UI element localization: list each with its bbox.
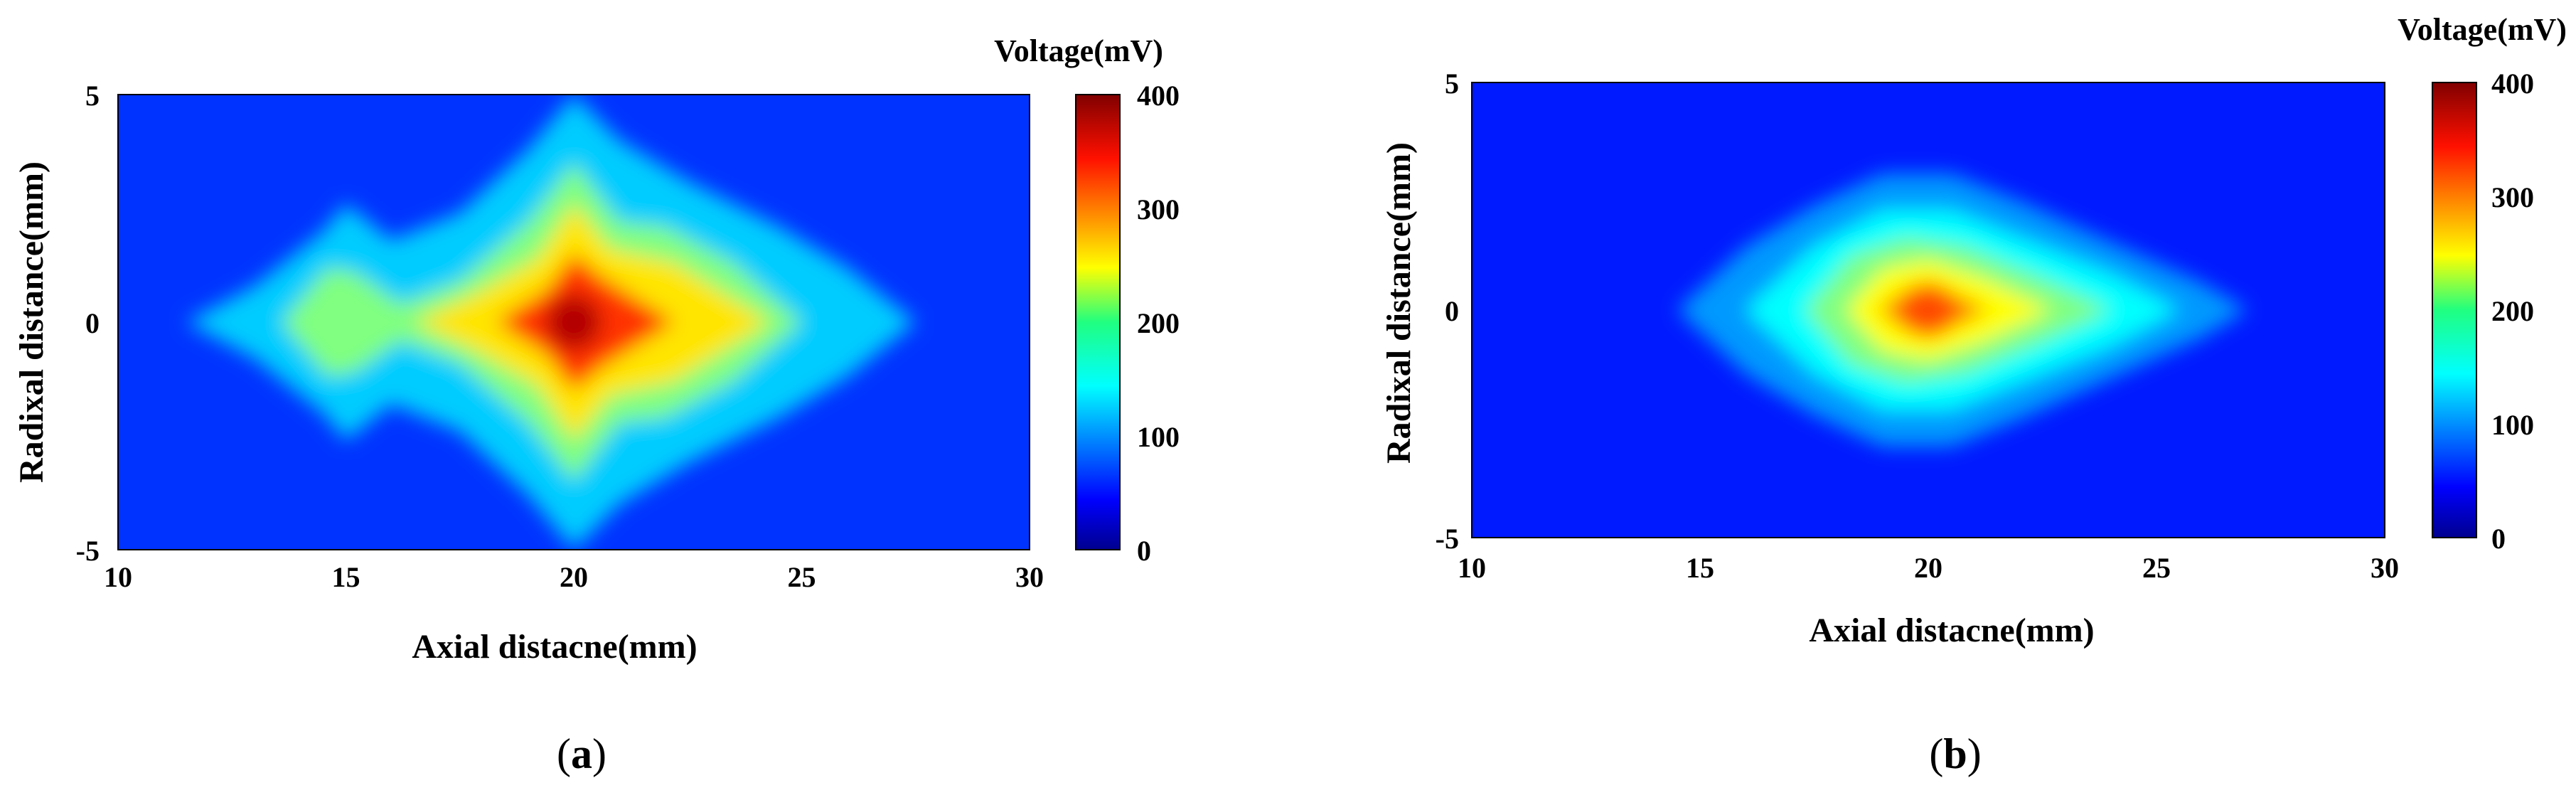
heatmap-contours [186, 95, 916, 550]
colorbar-tick-label: 400 [1137, 80, 1180, 112]
x-tick-label: 10 [1458, 552, 1486, 584]
panel-label: (a) [557, 730, 606, 777]
colorbar-tick-label: 300 [1137, 193, 1180, 225]
y-axis-title: Radixal distance(mm) [13, 161, 50, 483]
colorbar-tick-label: 200 [1137, 307, 1180, 339]
panel-letter: a [571, 730, 592, 777]
colorbar-tick-label: 100 [2491, 409, 2534, 441]
x-tick-label: 20 [560, 561, 588, 593]
panel-label: (b) [1929, 730, 1981, 777]
plot-frame [117, 94, 1030, 550]
colorbar-tick-label: 0 [2491, 523, 2506, 555]
heatmap-plot-area [1472, 82, 2385, 538]
x-axis-title: Axial distacne(mm) [412, 628, 697, 666]
heatmap-plot-area [118, 95, 1030, 550]
heatmap-panel-b: 10 15 20 25 30 5 0 -5 Axial distacne(mm)… [1380, 12, 2567, 777]
x-tick-label: 30 [1015, 561, 1044, 593]
y-tick-label: 0 [1445, 295, 1459, 327]
x-axis-title: Axial distacne(mm) [1809, 612, 2094, 649]
x-tick-label: 10 [104, 561, 132, 593]
x-tick-label: 30 [2371, 552, 2399, 584]
heatmap-contours [1677, 174, 2248, 447]
y-axis-title: Radixal distance(mm) [1380, 142, 1418, 464]
y-tick-label: -5 [76, 535, 100, 567]
colorbar-title: Voltage(mV) [994, 33, 1163, 68]
x-tick-label: 15 [1686, 552, 1714, 584]
heatmap-peak [1901, 282, 1956, 338]
colorbar [1075, 94, 1121, 550]
colorbar-title: Voltage(mV) [2398, 12, 2567, 47]
panel-letter: b [1943, 730, 1967, 777]
x-tick-label: 15 [332, 561, 360, 593]
x-tick-label: 20 [1914, 552, 1942, 584]
colorbar-tick-label: 200 [2491, 295, 2534, 327]
y-tick-label: 0 [85, 307, 100, 339]
y-tick-label: -5 [1436, 523, 1459, 555]
colorbar-tick-label: 100 [1137, 421, 1180, 453]
plot-frame [1471, 82, 2385, 538]
colorbar-tick-label: 400 [2491, 68, 2534, 100]
colorbar-tick-label: 300 [2491, 181, 2534, 213]
x-tick-label: 25 [2142, 552, 2171, 584]
x-tick-label: 25 [788, 561, 816, 593]
colorbar [2432, 82, 2477, 538]
colorbar-tick-label: 0 [1137, 535, 1151, 567]
heatmap-panel-a: 10 15 20 25 30 5 0 -5 Axial distacne(mm)… [13, 33, 1180, 777]
y-tick-label: 5 [1445, 68, 1459, 100]
heatmap-peak [546, 294, 602, 350]
y-tick-label: 5 [85, 80, 100, 112]
